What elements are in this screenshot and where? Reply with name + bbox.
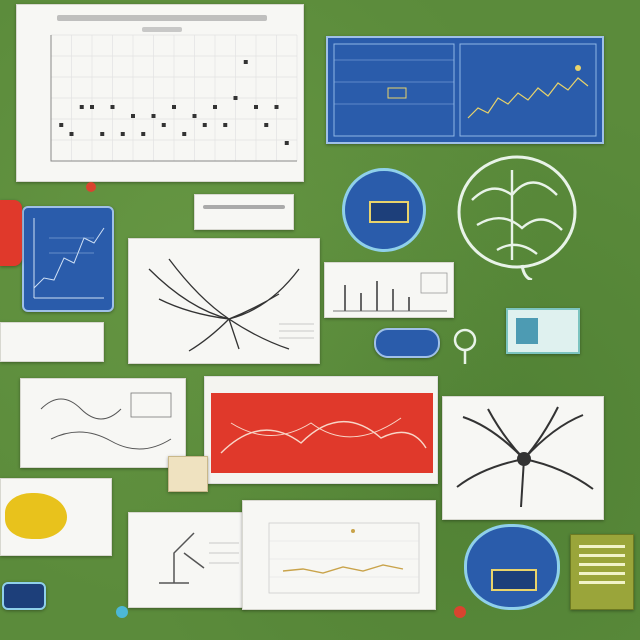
- red-diagram-card: [204, 376, 438, 484]
- teal-window-pane: [516, 318, 538, 344]
- scatter-point: [131, 114, 135, 118]
- beige-photo-card: [168, 456, 208, 492]
- scatter-point: [90, 105, 94, 109]
- scatter-point: [120, 132, 125, 136]
- blue-dashboard-panel: [326, 36, 604, 144]
- scatter-point: [69, 132, 74, 136]
- circuit-chip-icon-bottom: [491, 569, 537, 591]
- circuit-chip-icon: [369, 201, 409, 223]
- microscope-icon: [159, 532, 239, 584]
- yellow-blob-card: [0, 478, 112, 556]
- scatter-point: [79, 105, 84, 109]
- microscope-sketch-card: [128, 512, 246, 608]
- small-white-label: [194, 194, 294, 230]
- circuit-badge-bottom: [464, 524, 560, 610]
- teal-window-card: [506, 308, 580, 354]
- scatter-point: [59, 123, 64, 127]
- scatter-point: [223, 123, 228, 127]
- bottom-line-chart-card: [242, 500, 436, 610]
- pin-icon: [116, 606, 128, 618]
- scatter-point: [202, 123, 207, 127]
- olive-note-card: [570, 534, 634, 610]
- lightbulb-icon: [450, 326, 480, 366]
- scatter-point: [100, 132, 105, 136]
- olive-note-lines: [579, 545, 625, 589]
- scatter-point: [192, 114, 197, 118]
- scatter-point: [213, 105, 217, 109]
- mini-bar-chart: [333, 272, 448, 312]
- scatter-point: [161, 123, 166, 127]
- pin-icon: [86, 182, 96, 192]
- scatter-point: [254, 105, 258, 109]
- scatter-point: [172, 105, 176, 109]
- scatter-point: [182, 132, 187, 136]
- scatter-point: [243, 60, 248, 64]
- neuron-tree-card: [128, 238, 320, 364]
- blue-side-graph: [33, 218, 105, 299]
- scatter-point: [141, 132, 146, 136]
- red-diagram-inner: [211, 393, 433, 473]
- chart-subheading-scribble: [142, 27, 182, 32]
- label-scribble: [203, 205, 285, 209]
- dark-tree-card: [442, 396, 604, 520]
- red-tag: [0, 200, 22, 266]
- white-strip-left: [0, 322, 104, 362]
- chart-axes: [50, 35, 297, 162]
- scatter-point: [284, 141, 289, 145]
- scatter-point: [110, 105, 115, 109]
- circuit-badge-top: [342, 168, 426, 252]
- mini-bar-chart-card: [324, 262, 454, 318]
- blue-lozenge: [374, 328, 440, 358]
- scatter-point: [274, 105, 279, 109]
- small-device-badge: [2, 582, 46, 610]
- brain-diagram-icon: [452, 150, 582, 280]
- scatter-chart-card: [16, 4, 304, 182]
- scatter-point: [233, 96, 238, 100]
- bottom-line-chart: [268, 522, 420, 594]
- scatter-point: [151, 114, 156, 118]
- sketch-diagram-card: [20, 378, 186, 468]
- scatter-plot: [50, 34, 298, 162]
- pin-icon: [454, 606, 466, 618]
- blue-side-card: [22, 206, 114, 312]
- dark-tree-icon: [456, 406, 594, 508]
- blue-panel-chart: [333, 43, 597, 137]
- chart-heading-scribble: [57, 15, 267, 21]
- yellow-blob: [5, 493, 67, 539]
- scatter-point: [264, 123, 269, 127]
- sketch-diagram: [40, 392, 172, 450]
- neuron-tree-icon: [148, 258, 314, 352]
